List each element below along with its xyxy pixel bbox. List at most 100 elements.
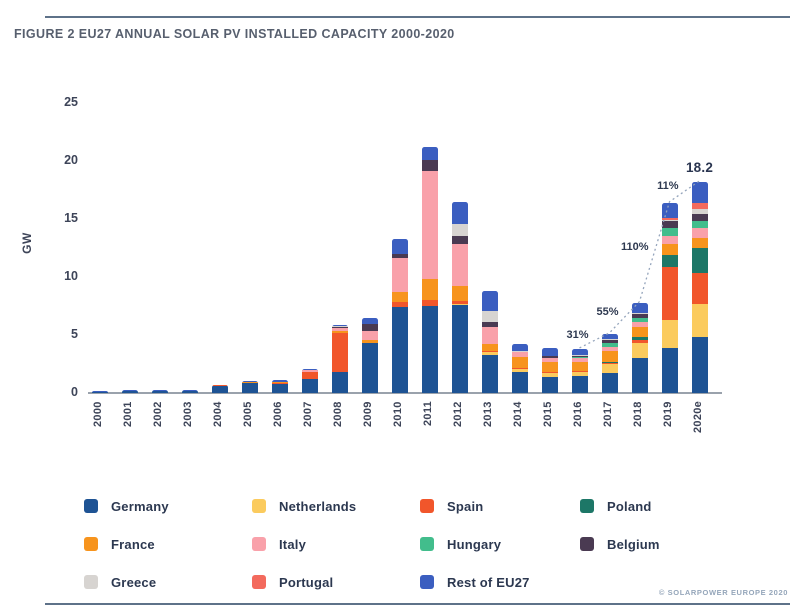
bar-segment-belgium <box>541 356 558 358</box>
bar-segment-rest-of-eu27 <box>211 384 228 386</box>
legend-label-rest-of-eu27: Rest of EU27 <box>447 574 530 590</box>
bar-segment-spain <box>361 342 378 344</box>
bar-segment-netherlands <box>601 363 618 374</box>
bar-segment-greece <box>451 224 468 236</box>
bar-segment-germany <box>511 372 528 393</box>
bar-segment-france <box>511 357 528 369</box>
bar-2001 <box>121 390 138 393</box>
bar-segment-france <box>421 279 438 301</box>
y-tick-5: 5 <box>71 327 78 341</box>
bar-segment-germany <box>691 337 708 393</box>
bar-segment-greece <box>481 310 498 323</box>
bar-2003 <box>181 390 198 393</box>
bar-segment-poland <box>601 361 618 363</box>
bar-segment-netherlands <box>451 304 468 305</box>
bar-2008 <box>331 325 348 393</box>
legend-label-portugal: Portugal <box>279 574 334 590</box>
legend-label-netherlands: Netherlands <box>279 498 357 514</box>
bar-segment-netherlands <box>541 372 558 377</box>
bar-segment-rest-of-eu27 <box>181 390 198 391</box>
legend-item-portugal: Portugal <box>252 563 420 601</box>
bar-segment-italy <box>391 258 408 293</box>
bar-segment-france <box>661 244 678 255</box>
x-tick-2005: 2005 <box>241 401 254 427</box>
bar-segment-hungary <box>691 221 708 229</box>
legend-item-italy: Italy <box>252 525 420 563</box>
x-tick-2012: 2012 <box>451 401 464 427</box>
x-tick-2016: 2016 <box>571 401 584 427</box>
x-tick-2000: 2000 <box>91 401 104 427</box>
bar-2010 <box>391 238 408 393</box>
x-tick-2006: 2006 <box>271 401 284 427</box>
bar-segment-germany <box>361 343 378 393</box>
bar-segment-germany <box>151 390 168 393</box>
bar-segment-hungary <box>541 357 558 359</box>
bar-2017 <box>601 333 618 393</box>
x-axis-baseline <box>88 392 722 394</box>
bar-segment-france <box>301 371 318 373</box>
bar-segment-italy <box>421 171 438 280</box>
bar-segment-rest-of-eu27 <box>301 369 318 370</box>
bar-segment-spain <box>241 382 258 384</box>
legend-item-france: France <box>84 525 252 563</box>
legend-item-netherlands: Netherlands <box>252 487 420 525</box>
bar-segment-spain <box>421 300 438 306</box>
x-tick-2011: 2011 <box>421 401 434 427</box>
bar-2014 <box>511 343 528 393</box>
bar-segment-spain <box>661 266 678 320</box>
bar-segment-italy <box>361 330 378 341</box>
bar-segment-germany <box>391 307 408 393</box>
y-axis-label: GW <box>19 232 34 254</box>
bar-segment-rest-of-eu27 <box>121 390 138 391</box>
bar-segment-germany <box>181 390 198 393</box>
legend-item-rest-of-eu27: Rest of EU27 <box>420 563 580 601</box>
bar-segment-germany <box>541 376 558 393</box>
legend-swatch-hungary <box>420 537 434 551</box>
x-tick-2013: 2013 <box>481 401 494 427</box>
bar-segment-rest-of-eu27 <box>421 147 438 160</box>
bar-2013 <box>481 290 498 393</box>
x-tick-2001: 2001 <box>121 401 134 427</box>
bar-segment-germany <box>331 372 348 393</box>
bar-segment-spain <box>271 382 288 384</box>
bar-segment-germany <box>211 386 228 393</box>
legend-label-hungary: Hungary <box>447 536 502 552</box>
legend-swatch-rest-of-eu27 <box>420 575 434 589</box>
bar-segment-spain <box>391 302 408 308</box>
legend-label-germany: Germany <box>111 498 169 514</box>
legend-swatch-poland <box>580 499 594 513</box>
bar-segment-germany <box>301 379 318 393</box>
bar-segment-germany <box>661 347 678 393</box>
bar-segment-belgium <box>451 235 468 244</box>
bar-segment-netherlands <box>661 319 678 348</box>
bar-segment-france <box>451 285 468 301</box>
legend-swatch-portugal <box>252 575 266 589</box>
bar-segment-poland <box>661 254 678 267</box>
bar-segment-netherlands <box>571 372 588 377</box>
bar-segment-italy <box>481 326 498 345</box>
bar-segment-hungary <box>661 227 678 236</box>
bar-segment-spain <box>511 368 528 369</box>
bar-2020e <box>691 181 708 393</box>
bar-segment-italy <box>601 346 618 352</box>
bar-segment-greece <box>331 326 348 327</box>
y-tick-15: 15 <box>64 211 78 225</box>
legend-item-greece: Greece <box>84 563 252 601</box>
bar-segment-rest-of-eu27 <box>691 181 708 203</box>
bar-segment-spain <box>331 332 348 373</box>
bar-segment-france <box>361 340 378 343</box>
bar-segment-hungary <box>571 357 588 359</box>
bar-2018 <box>631 302 648 393</box>
bar-segment-germany <box>481 354 498 393</box>
bar-segment-poland <box>571 370 588 372</box>
bar-segment-germany <box>571 376 588 393</box>
bar-2002 <box>151 390 168 393</box>
bar-segment-germany <box>271 383 288 393</box>
bar-2009 <box>361 318 378 393</box>
bar-segment-rest-of-eu27 <box>91 391 108 392</box>
bar-segment-poland <box>691 247 708 274</box>
bar-segment-spain <box>691 273 708 304</box>
x-tick-2019: 2019 <box>661 401 674 427</box>
bar-segment-france <box>571 361 588 371</box>
legend-item-spain: Spain <box>420 487 580 525</box>
